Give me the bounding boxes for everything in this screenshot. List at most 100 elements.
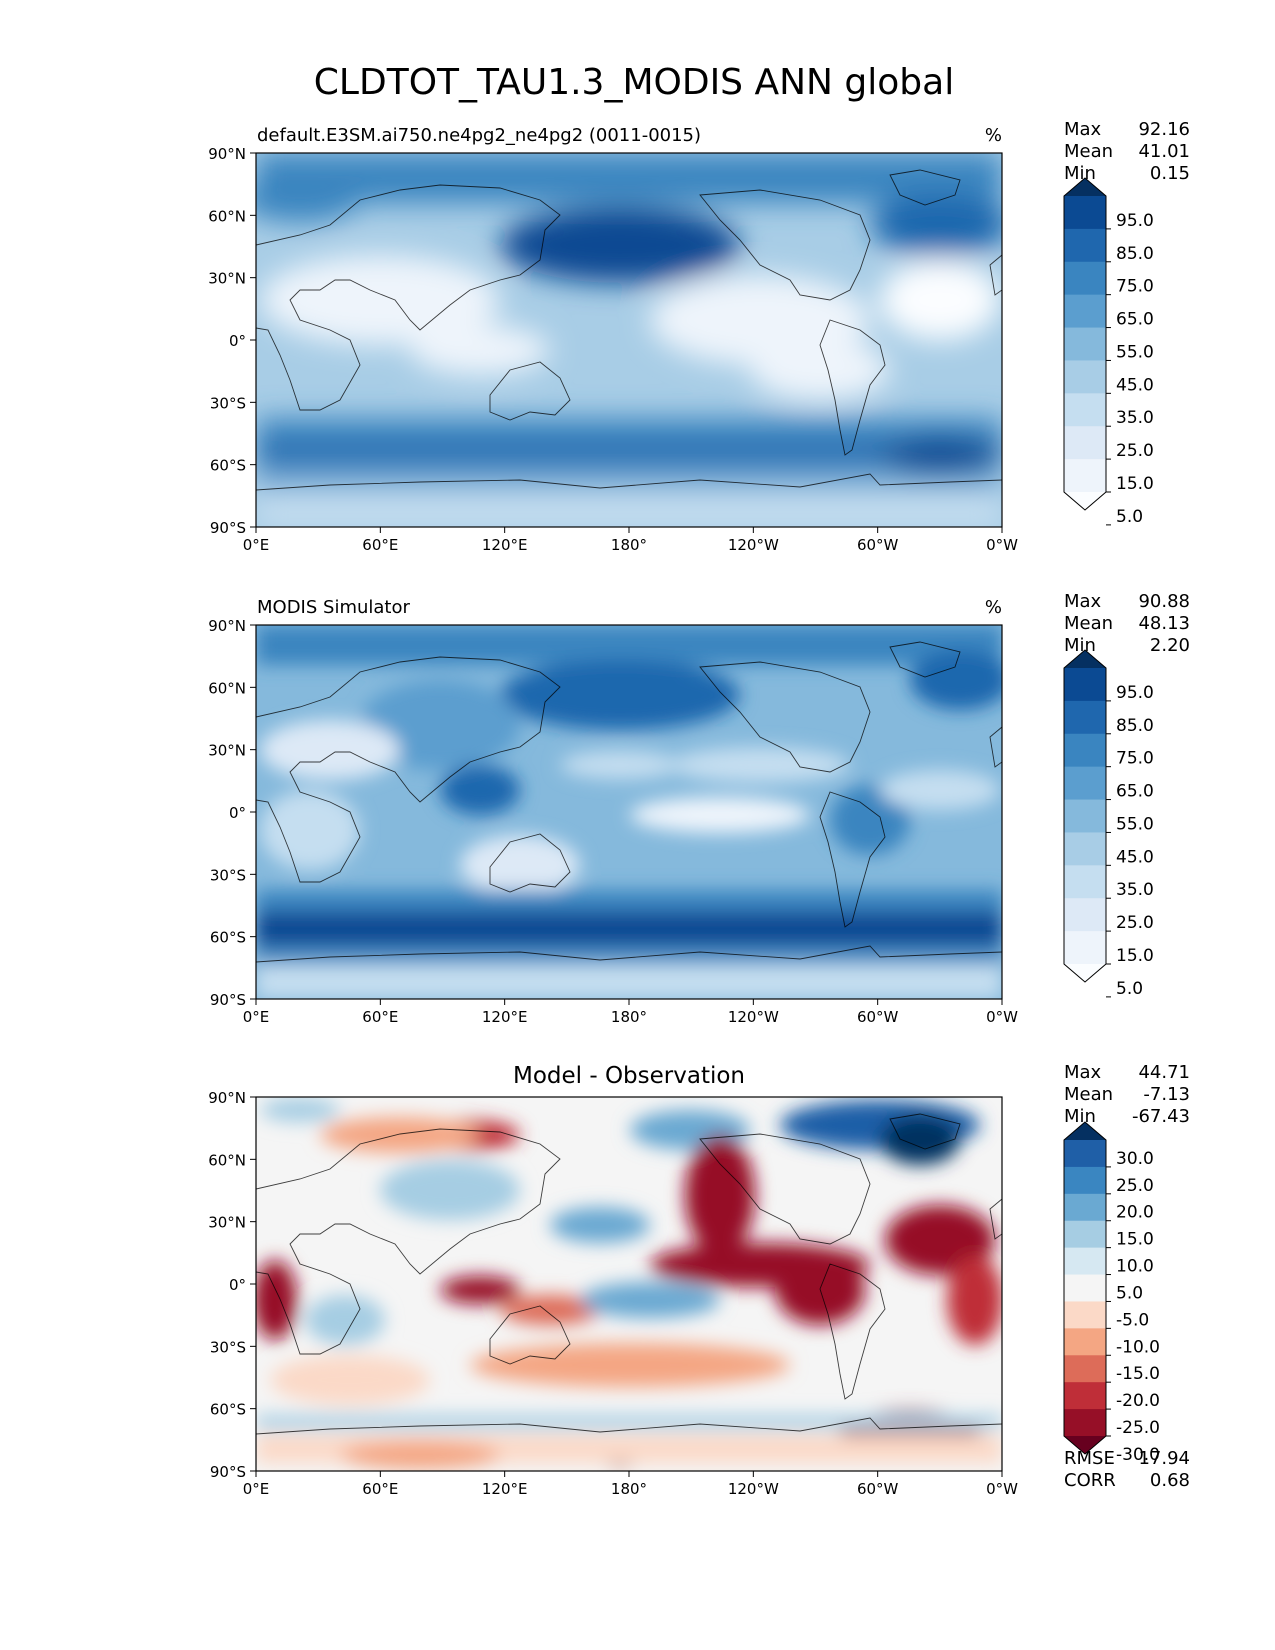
map-field	[256, 153, 1002, 527]
map-field	[256, 1097, 1002, 1471]
colorbar-segment	[1064, 1166, 1106, 1195]
lon-tick-label: 120°W	[728, 1480, 779, 1498]
colorbar-segment	[1064, 294, 1106, 329]
lon-tick-label: 0°E	[243, 536, 270, 554]
colorbar-tick-label: -10.0	[1116, 1337, 1160, 1357]
colorbar-segment	[1064, 426, 1106, 460]
colorbar-tick-label: 35.0	[1116, 408, 1154, 428]
colorbar-segment	[1064, 799, 1106, 833]
lon-tick-label: 0°W	[986, 1008, 1018, 1026]
stat-mean-label: Mean	[1064, 1084, 1113, 1105]
lon-tick-label: 0°E	[243, 1480, 270, 1498]
lon-tick-label: 180°	[611, 1008, 647, 1026]
coastlines	[256, 1113, 1002, 1435]
lon-tick-label: 120°W	[728, 536, 779, 554]
colorbar-tick-label: 20.0	[1116, 1203, 1154, 1223]
colorbar-segment	[1064, 733, 1106, 768]
lat-tick-label: 30°N	[208, 1214, 246, 1232]
lat-tick-label: 60°S	[210, 1401, 246, 1419]
colorbar-tick-label: -5.0	[1116, 1310, 1149, 1330]
lat-tick-label: 0°	[229, 332, 246, 350]
colorbar-tick-label: 55.0	[1116, 342, 1154, 362]
lon-tick-label: 120°E	[482, 536, 528, 554]
colorbar-segment	[1064, 700, 1106, 735]
panel-units: %	[985, 597, 1002, 618]
panel-left-title: default.E3SM.ai750.ne4pg2_ne4pg2 (0011-0…	[257, 125, 701, 146]
lat-tick-label: 30°S	[210, 1338, 246, 1356]
stat-min-value: -67.43	[1132, 1106, 1190, 1127]
colorbar-segment	[1064, 327, 1106, 361]
colorbar-tick-label: 75.0	[1116, 277, 1154, 297]
colorbar-segment	[1064, 1355, 1106, 1383]
lon-tick-label: 60°E	[362, 1008, 398, 1026]
colorbar-extend-max	[1064, 178, 1106, 196]
colorbar: 95.0 85.0 75.0 65.0 55.0 45.0 35.0 25.0 15.0 5.0	[1063, 649, 1154, 999]
panel-reference: MODIS Simulator % Max 90.88 Mean 48.13 M…	[208, 591, 1190, 1026]
stat-mean-label: Mean	[1064, 141, 1113, 162]
map-field	[256, 625, 1002, 999]
stats-block: Max 92.16 Mean 41.01 Min 0.15	[1064, 119, 1190, 184]
panel-center-title: Model - Observation	[513, 1063, 745, 1089]
stat-max-label: Max	[1064, 1062, 1102, 1083]
stat-mean-label: Mean	[1064, 613, 1113, 634]
colorbar-extend-min	[1064, 492, 1106, 510]
colorbar-tick-label: 5.0	[1116, 1283, 1143, 1303]
lat-tick-label: 90°N	[208, 1089, 246, 1107]
footer-stats: RMSE 17.94 CORR 0.68	[1064, 1448, 1190, 1491]
colorbar-segment	[1064, 196, 1106, 230]
stat-mean-value: 48.13	[1138, 613, 1190, 634]
colorbar-tick-label: 15.0	[1116, 474, 1154, 494]
panel-difference: Model - Observation Max 44.71 Mean -7.13…	[208, 1062, 1190, 1498]
stat-max-value: 90.88	[1138, 591, 1190, 612]
stat-max-label: Max	[1064, 591, 1102, 612]
map-axes: 90°N 60°N 30°N 0° 30°S 60°S 90°S0°E 60°E 120°E 18…	[208, 145, 1018, 554]
colorbar: 30.0 25.0 20.0 15.0 10.0 5.0 -5.0 -10.0 -15.0 -20…	[1063, 1121, 1160, 1465]
lon-tick-label: 60°W	[857, 536, 899, 554]
stat-min-label: Min	[1064, 163, 1096, 184]
colorbar-tick-label: 15.0	[1116, 1230, 1154, 1250]
stats-block: Max 90.88 Mean 48.13 Min 2.20	[1064, 591, 1190, 656]
colorbar-tick-label: -30.0	[1116, 1445, 1160, 1465]
colorbar-tick-label: 65.0	[1116, 310, 1154, 330]
figure-title: CLDTOT_TAU1.3_MODIS ANN global	[314, 62, 954, 103]
colorbar-extend-min	[1064, 964, 1106, 982]
lon-tick-label: 60°W	[857, 1008, 899, 1026]
colorbar-tick-label: -25.0	[1116, 1418, 1160, 1438]
lon-tick-label: 120°E	[482, 1480, 528, 1498]
colorbar-segment	[1064, 1247, 1106, 1276]
lat-tick-label: 0°	[229, 804, 246, 822]
colorbar-segment	[1064, 393, 1106, 427]
colorbar-segment	[1064, 1409, 1106, 1437]
colorbar-tick-label: 95.0	[1116, 211, 1154, 231]
colorbar-tick-label: 95.0	[1116, 683, 1154, 703]
lat-tick-label: 30°N	[208, 270, 246, 288]
colorbar-segment	[1064, 865, 1106, 899]
lon-tick-label: 60°E	[362, 1480, 398, 1498]
colorbar-segment	[1064, 360, 1106, 394]
stat-max-label: Max	[1064, 119, 1102, 140]
lat-tick-label: 30°S	[210, 394, 246, 412]
panel-test: default.E3SM.ai750.ne4pg2_ne4pg2 (0011-0…	[208, 119, 1190, 554]
colorbar-tick-label: -20.0	[1116, 1391, 1160, 1411]
stat-min-value: 0.15	[1150, 163, 1190, 184]
stat-max-value: 92.16	[1138, 119, 1190, 140]
lat-tick-label: 30°S	[210, 866, 246, 884]
colorbar-tick-label: 75.0	[1116, 749, 1154, 769]
lat-tick-label: 60°N	[208, 207, 246, 225]
lon-tick-label: 120°E	[482, 1008, 528, 1026]
colorbar-segment	[1064, 1220, 1106, 1249]
colorbar-tick-label: 10.0	[1116, 1257, 1154, 1277]
colorbar-segment	[1064, 1274, 1106, 1302]
coastlines	[256, 169, 1002, 491]
map-axes: 90°N 60°N 30°N 0° 30°S 60°S 90°S0°E 60°E 120°E 18…	[208, 1089, 1018, 1498]
colorbar-segment	[1064, 931, 1106, 965]
lat-tick-label: 30°N	[208, 742, 246, 760]
panel-units: %	[985, 125, 1002, 146]
colorbar-tick-label: 30.0	[1116, 1149, 1154, 1169]
colorbar-tick-label: 85.0	[1116, 244, 1154, 264]
stat-min-label: Min	[1064, 1106, 1096, 1127]
lon-tick-label: 120°W	[728, 1008, 779, 1026]
colorbar-segment	[1064, 1193, 1106, 1222]
colorbar-segment	[1064, 766, 1106, 801]
